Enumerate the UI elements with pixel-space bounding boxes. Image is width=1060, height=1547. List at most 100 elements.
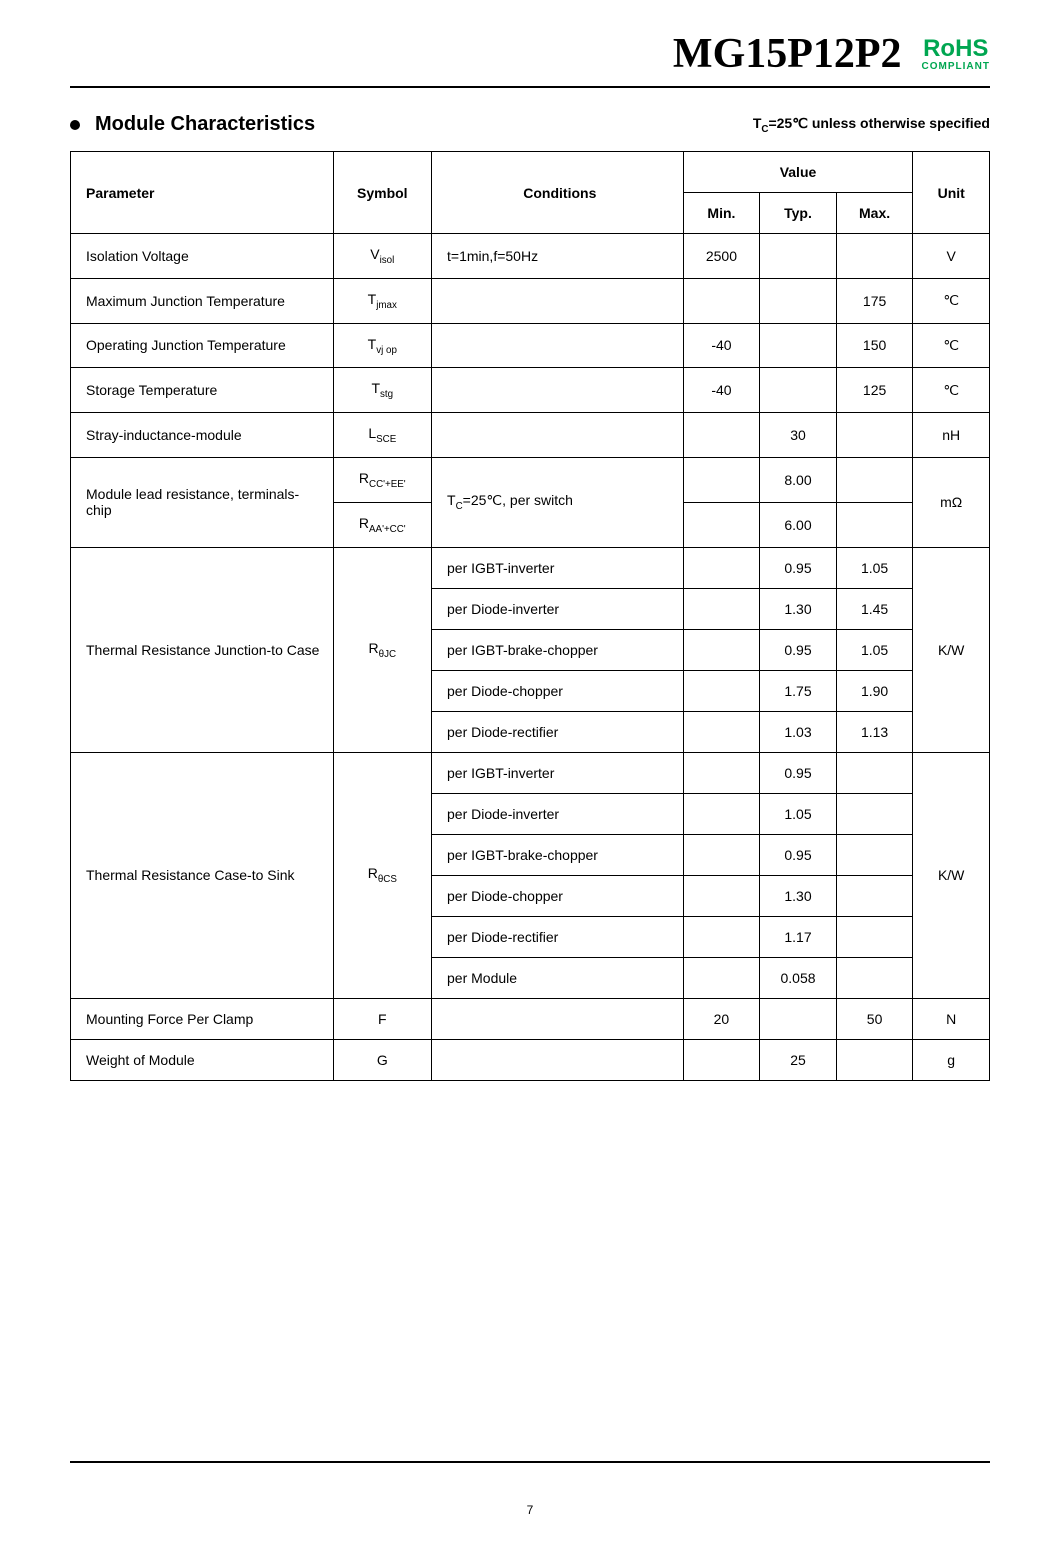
cell-unit: V — [913, 234, 990, 279]
cell-min: 2500 — [683, 234, 760, 279]
cell-min — [683, 629, 760, 670]
cell-max: 50 — [836, 998, 913, 1039]
cell-max: 1.13 — [836, 711, 913, 752]
table-header-row-1: Parameter Symbol Conditions Value Unit — [71, 152, 990, 193]
page-header: MG15P12P2 RoHS COMPLIANT — [70, 30, 990, 88]
cell-typ: 6.00 — [760, 502, 837, 547]
cell-typ: 8.00 — [760, 457, 837, 502]
cell-typ: 1.03 — [760, 711, 837, 752]
cell-typ: 30 — [760, 413, 837, 458]
cell-unit: ℃ — [913, 368, 990, 413]
cell-typ: 0.95 — [760, 834, 837, 875]
header-conditions: Conditions — [432, 152, 684, 234]
cell-max: 1.05 — [836, 629, 913, 670]
cell-symbol: Tjmax — [333, 278, 431, 323]
cell-cond: per IGBT-brake-chopper — [432, 834, 684, 875]
cell-symbol: RCC'+EE' — [333, 457, 431, 502]
cell-symbol: F — [333, 998, 431, 1039]
cell-cond: per Diode-rectifier — [432, 916, 684, 957]
cell-min — [683, 916, 760, 957]
cell-min — [683, 670, 760, 711]
cell-min — [683, 875, 760, 916]
cell-max — [836, 793, 913, 834]
section-note: TC=25℃ unless otherwise specified — [753, 115, 990, 135]
cell-min — [683, 278, 760, 323]
cell-min — [683, 502, 760, 547]
cell-cond — [432, 323, 684, 368]
cell-cond: per Diode-rectifier — [432, 711, 684, 752]
cell-symbol: RAA'+CC' — [333, 502, 431, 547]
cell-symbol: Tstg — [333, 368, 431, 413]
cell-typ: 0.95 — [760, 629, 837, 670]
cell-max — [836, 916, 913, 957]
cell-unit: ℃ — [913, 278, 990, 323]
cell-param: Isolation Voltage — [71, 234, 334, 279]
cell-unit: ℃ — [913, 323, 990, 368]
table-row: Thermal Resistance Junction-to Case RθJC… — [71, 547, 990, 588]
cell-max: 1.90 — [836, 670, 913, 711]
cell-cond — [432, 998, 684, 1039]
cell-cond: t=1min,f=50Hz — [432, 234, 684, 279]
rohs-sub-text: COMPLIANT — [922, 61, 990, 72]
cell-cond: per IGBT-inverter — [432, 547, 684, 588]
cell-min — [683, 413, 760, 458]
cell-typ: 0.95 — [760, 752, 837, 793]
table-row: Weight of Module G 25 g — [71, 1039, 990, 1080]
cell-cond — [432, 278, 684, 323]
cell-typ: 0.95 — [760, 547, 837, 588]
cell-typ: 1.75 — [760, 670, 837, 711]
cell-min — [683, 752, 760, 793]
cell-unit: g — [913, 1039, 990, 1080]
rohs-badge: RoHS COMPLIANT — [922, 37, 990, 72]
cell-typ — [760, 323, 837, 368]
cell-unit: nH — [913, 413, 990, 458]
section-title-text: Module Characteristics — [95, 113, 315, 136]
cell-symbol: G — [333, 1039, 431, 1080]
cell-min: -40 — [683, 323, 760, 368]
cell-typ: 1.30 — [760, 588, 837, 629]
bullet-icon — [70, 120, 80, 130]
cell-unit: K/W — [913, 547, 990, 752]
cell-symbol: Tvj op — [333, 323, 431, 368]
header-min: Min. — [683, 193, 760, 234]
header-unit: Unit — [913, 152, 990, 234]
cell-min — [683, 457, 760, 502]
cell-min: -40 — [683, 368, 760, 413]
cell-max — [836, 234, 913, 279]
header-parameter: Parameter — [71, 152, 334, 234]
part-number: MG15P12P2 — [673, 30, 902, 78]
cell-min — [683, 711, 760, 752]
cell-min — [683, 834, 760, 875]
cell-typ — [760, 278, 837, 323]
table-row: Storage Temperature Tstg -40 125 ℃ — [71, 368, 990, 413]
cell-max — [836, 875, 913, 916]
table-row: Stray-inductance-module LSCE 30 nH — [71, 413, 990, 458]
cell-typ — [760, 998, 837, 1039]
cell-cond: per Diode-inverter — [432, 793, 684, 834]
cell-min — [683, 793, 760, 834]
cell-min — [683, 588, 760, 629]
cell-symbol: LSCE — [333, 413, 431, 458]
page-number: 7 — [70, 1503, 990, 1517]
cell-param: Maximum Junction Temperature — [71, 278, 334, 323]
header-symbol: Symbol — [333, 152, 431, 234]
cell-param: Thermal Resistance Case-to Sink — [71, 752, 334, 998]
cell-max: 1.45 — [836, 588, 913, 629]
cell-cond: per Diode-chopper — [432, 875, 684, 916]
cell-symbol: RθCS — [333, 752, 431, 998]
header-typ: Typ. — [760, 193, 837, 234]
cell-param: Operating Junction Temperature — [71, 323, 334, 368]
cell-max — [836, 752, 913, 793]
cell-max — [836, 457, 913, 502]
header-max: Max. — [836, 193, 913, 234]
footer-line — [70, 1461, 990, 1463]
cell-max — [836, 502, 913, 547]
cell-cond: per Diode-inverter — [432, 588, 684, 629]
cell-max: 125 — [836, 368, 913, 413]
rohs-main-text: RoHS — [922, 37, 990, 61]
table-row: Operating Junction Temperature Tvj op -4… — [71, 323, 990, 368]
cell-typ: 1.17 — [760, 916, 837, 957]
cell-typ — [760, 234, 837, 279]
cell-typ: 1.05 — [760, 793, 837, 834]
cell-typ: 1.30 — [760, 875, 837, 916]
